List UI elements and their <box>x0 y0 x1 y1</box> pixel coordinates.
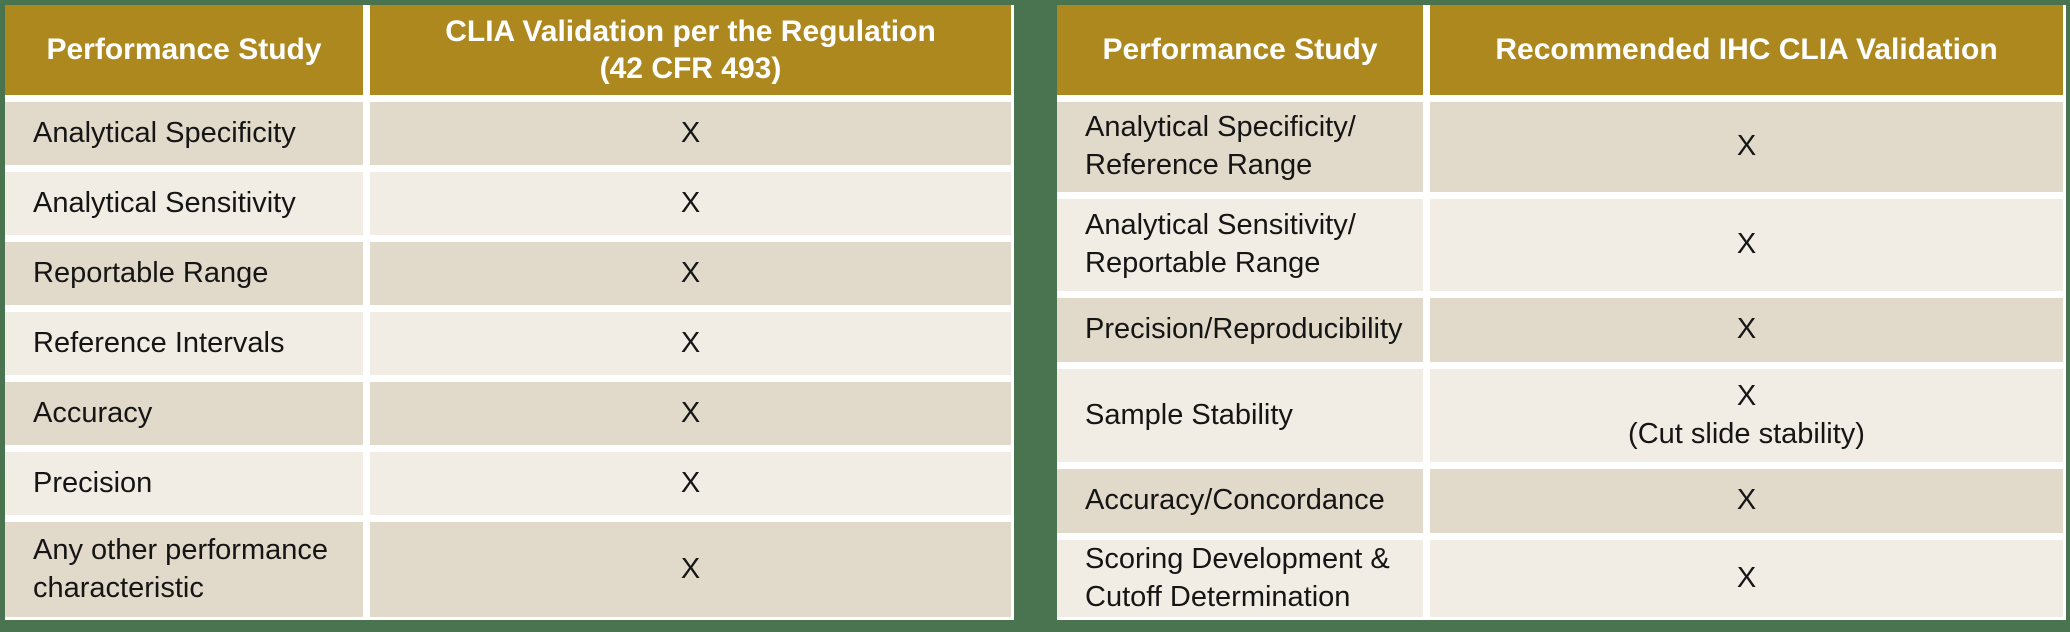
study-cell: Analytical Sensitivity <box>5 172 363 235</box>
x-mark: X <box>680 116 701 149</box>
mark-cell: X (Cut slide stability) <box>1430 369 2063 462</box>
table-row: Reference Intervals X <box>5 312 1011 375</box>
study-cell: Analytical Sensitivity/ Reportable Range <box>1057 199 1423 291</box>
table-row: Reportable Range X <box>5 242 1011 305</box>
x-mark: X <box>680 552 701 585</box>
study-cell: Analytical Specificity/ Reference Range <box>1057 102 1423 192</box>
study-cell: Sample Stability <box>1057 369 1423 462</box>
header-clia-validation-cell: CLIA Validation per the Regulation (42 C… <box>370 5 1011 95</box>
table-row: Scoring Development & Cutoff Determinati… <box>1057 540 2063 617</box>
study-cell: Accuracy/Concordance <box>1057 469 1423 533</box>
table-row: Analytical Sensitivity X <box>5 172 1011 235</box>
ihc-clia-recommended-table: Performance Study Recommended IHC CLIA V… <box>1057 5 2066 620</box>
table-header-row: Performance Study Recommended IHC CLIA V… <box>1057 5 2063 95</box>
mark-note: (Cut slide stability) <box>1628 417 1865 450</box>
mark-cell: X <box>1430 298 2063 362</box>
table-row: Analytical Specificity X <box>5 102 1011 165</box>
x-mark: X <box>1736 228 1757 261</box>
table-row: Analytical Sensitivity/ Reportable Range… <box>1057 199 2063 291</box>
x-mark: X <box>680 186 701 219</box>
table-header-row: Performance Study CLIA Validation per th… <box>5 5 1011 95</box>
table-row: Any other performance characteristic X <box>5 522 1011 617</box>
table-row: Analytical Specificity/ Reference Range … <box>1057 102 2063 192</box>
table-row: Precision X <box>5 452 1011 515</box>
x-mark: X <box>1736 313 1757 346</box>
mark-cell: X <box>370 522 1011 617</box>
study-cell: Reportable Range <box>5 242 363 305</box>
table-row: Accuracy/Concordance X <box>1057 469 2063 533</box>
x-mark: X <box>1736 130 1757 163</box>
header-performance-study-cell: Performance Study <box>1057 5 1423 95</box>
study-cell: Scoring Development & Cutoff Determinati… <box>1057 540 1423 617</box>
study-cell: Any other performance characteristic <box>5 522 363 617</box>
study-cell: Analytical Specificity <box>5 102 363 165</box>
mark-cell: X <box>370 452 1011 515</box>
mark-cell: X <box>370 242 1011 305</box>
study-cell: Precision <box>5 452 363 515</box>
mark-cell: X <box>370 382 1011 445</box>
table-row: Sample Stability X (Cut slide stability) <box>1057 369 2063 462</box>
study-cell: Precision/Reproducibility <box>1057 298 1423 362</box>
mark-cell: X <box>1430 540 2063 617</box>
table-row: Precision/Reproducibility X <box>1057 298 2063 362</box>
mark-cell: X <box>370 312 1011 375</box>
clia-regulation-table: Performance Study CLIA Validation per th… <box>5 5 1014 620</box>
x-mark: X <box>680 326 701 359</box>
mark-cell: X <box>1430 199 2063 291</box>
table-row: Accuracy X <box>5 382 1011 445</box>
x-mark: X <box>680 256 701 289</box>
x-mark: X <box>680 466 701 499</box>
mark-cell: X <box>1430 469 2063 533</box>
mark-cell: X <box>370 102 1011 165</box>
study-cell: Reference Intervals <box>5 312 363 375</box>
header-performance-study-cell: Performance Study <box>5 5 363 95</box>
study-cell: Accuracy <box>5 382 363 445</box>
x-mark: X <box>680 396 701 429</box>
x-mark: X <box>1736 561 1757 594</box>
mark-cell: X <box>370 172 1011 235</box>
x-mark: X <box>1736 484 1757 517</box>
header-recommended-validation-cell: Recommended IHC CLIA Validation <box>1430 5 2063 95</box>
x-mark: X <box>1736 379 1757 412</box>
mark-cell: X <box>1430 102 2063 192</box>
